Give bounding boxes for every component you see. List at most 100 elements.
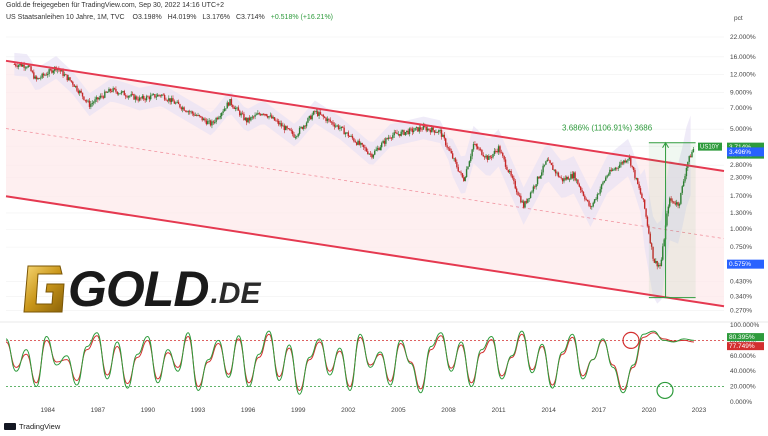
candle-body — [222, 111, 224, 113]
candle-body — [190, 111, 192, 113]
candle-body — [513, 177, 515, 182]
candle-body — [113, 88, 116, 90]
candle-body — [598, 193, 600, 195]
candle-body — [289, 128, 291, 131]
symbol-name: US Staatsanleihen 10 Jahre, 1M, TVC — [6, 14, 125, 21]
candle-body — [308, 115, 311, 119]
candle-body — [673, 201, 675, 204]
price-name-tag — [698, 142, 722, 151]
candle-body — [564, 178, 567, 180]
candle-body — [389, 137, 391, 139]
candle-body — [119, 93, 121, 95]
candle-body — [678, 203, 681, 206]
candle-body — [258, 113, 260, 115]
candle-body — [322, 114, 324, 117]
candle-body — [521, 201, 523, 203]
candle-body — [150, 95, 152, 100]
candle-body — [643, 199, 646, 209]
candle-body — [527, 198, 529, 203]
candle-body — [315, 111, 317, 113]
ohlc-change: +0.518% (+16.21%) — [270, 14, 333, 21]
candle-body — [255, 114, 258, 116]
candle-body — [200, 116, 202, 117]
candle-body — [603, 180, 606, 183]
candle-body — [76, 85, 78, 91]
candle-body — [411, 128, 414, 132]
candle-body — [182, 107, 184, 110]
osc-tick-label: 0.000% — [730, 399, 752, 406]
candle-body — [177, 101, 180, 105]
candle-body — [137, 99, 139, 101]
candle-body — [300, 126, 302, 128]
candle-body — [415, 127, 418, 128]
candle-body — [246, 118, 248, 123]
candle-body — [99, 95, 102, 98]
candle-body — [671, 200, 674, 202]
candle-body — [361, 143, 363, 145]
candle-body — [408, 128, 411, 135]
candle-body — [630, 157, 632, 166]
candle-body — [506, 166, 508, 170]
candle-body — [573, 172, 575, 179]
candle-body — [418, 127, 420, 132]
y-tick-label: 1.700% — [730, 193, 752, 200]
candle-body — [156, 94, 159, 97]
candle-body — [436, 132, 439, 133]
tradingview-icon — [4, 423, 16, 430]
candle-body — [611, 169, 614, 171]
candle-body — [447, 147, 450, 149]
candle-body — [339, 128, 341, 129]
candle-body — [670, 198, 672, 201]
candle-body — [451, 153, 454, 159]
candle-body — [35, 76, 38, 80]
y-tick-label: 16.000% — [730, 54, 756, 61]
candle-body — [294, 137, 297, 138]
candle-body — [310, 115, 312, 120]
candle-body — [105, 91, 107, 93]
candle-body — [557, 172, 560, 177]
candle-body — [303, 125, 305, 129]
candle-body — [187, 111, 189, 113]
candle-body — [33, 72, 35, 79]
candle-body — [584, 195, 586, 200]
candle-body — [536, 176, 539, 185]
candle-body — [131, 94, 134, 95]
candle-body — [236, 107, 238, 109]
candle-body — [646, 216, 649, 226]
candle-body — [232, 104, 234, 108]
candle-body — [244, 118, 247, 120]
candle-body — [115, 89, 117, 92]
candle-body — [330, 121, 333, 123]
candle-body — [80, 90, 82, 93]
candle-body — [92, 102, 95, 104]
candle-body — [168, 98, 170, 101]
candle-body — [552, 165, 554, 170]
overbought-highlight — [622, 331, 640, 349]
candle-body — [606, 175, 608, 178]
candle-body — [247, 117, 249, 123]
candle-body — [325, 117, 327, 122]
y-tick-label: 9.000% — [730, 90, 752, 97]
candle-body — [369, 153, 372, 155]
candle-body — [439, 129, 441, 131]
candle-body — [379, 147, 382, 151]
candle-body — [48, 69, 50, 74]
candle-body — [152, 94, 155, 95]
y-tick-label: 0.750% — [730, 244, 752, 251]
candle-body — [566, 176, 568, 180]
candle-body — [271, 115, 273, 119]
candle-body — [28, 65, 31, 67]
candle-body — [692, 148, 695, 152]
candle-body — [458, 171, 461, 173]
tradingview-label: TradingView — [19, 422, 61, 431]
candle-body — [88, 100, 91, 107]
candle-body — [138, 97, 141, 101]
candle-body — [87, 100, 89, 102]
candle-body — [97, 97, 99, 100]
candle-body — [364, 147, 366, 149]
candle-body — [649, 233, 651, 244]
candle-body — [429, 129, 432, 133]
candle-body — [318, 112, 320, 116]
candle-body — [560, 177, 562, 179]
candle-body — [118, 93, 120, 95]
